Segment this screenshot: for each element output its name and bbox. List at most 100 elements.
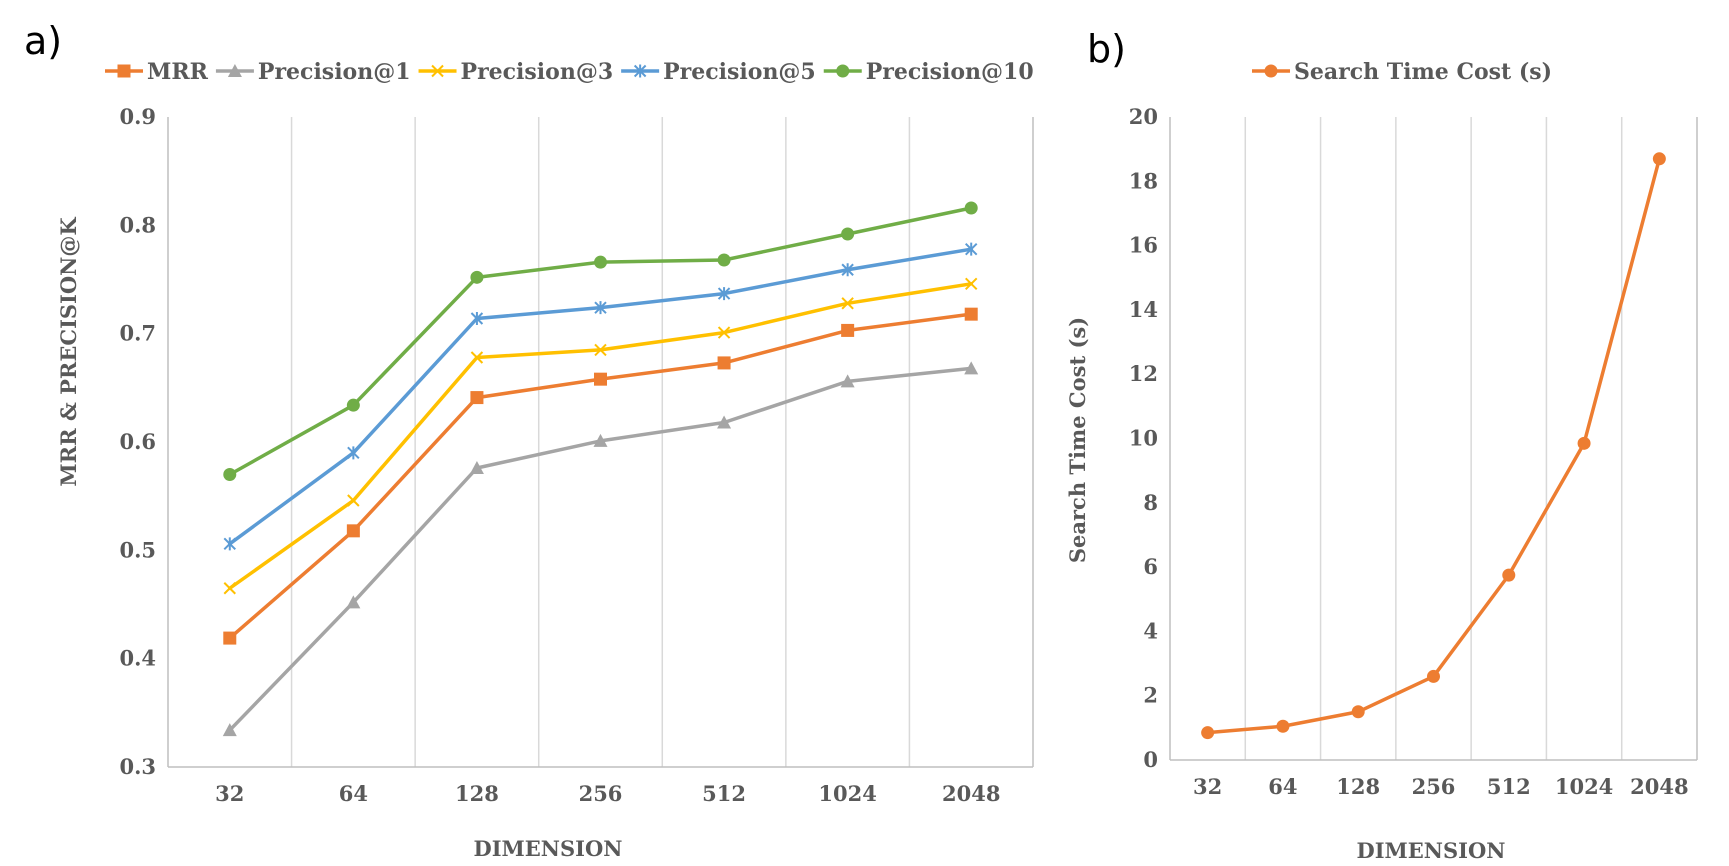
series-precision-3: [223, 277, 978, 595]
data-point-search-time-cost-s: [1427, 669, 1440, 683]
legend-swatch-marker: [227, 64, 242, 77]
data-point-search-time-cost-s: [1502, 568, 1516, 582]
series-layer-b: [1201, 152, 1666, 740]
axes-a: 0.3 0.4 0.5 0.6 0.7 0.8 0.9 32 64 128 256 512 1024 20…: [119, 104, 1034, 806]
data-point-precision-1: [840, 374, 855, 388]
data-point-precision-3: [347, 494, 360, 507]
y-axis-title-a: MRR & PRECISION@K: [56, 217, 81, 487]
data-point-search-time-cost-s: [1351, 705, 1365, 719]
data-point-mrr: [594, 372, 607, 386]
data-point-precision-5: [965, 242, 978, 256]
x-tick-label: 32: [1193, 774, 1222, 799]
y-tick-label: 0.6: [119, 429, 156, 454]
data-point-precision-5: [347, 446, 360, 460]
panel-label-a: a): [24, 19, 62, 63]
data-point-precision-3: [594, 343, 607, 357]
legend-label: Search Time Cost (s): [1294, 59, 1552, 85]
data-point-precision-1: [593, 433, 608, 447]
data-point-precision-1: [964, 361, 979, 375]
data-point-search-time-cost-s: [1577, 436, 1591, 450]
legend-item-search-time-cost-s: Search Time Cost (s): [1252, 59, 1552, 85]
chart-a: a) MRR Precision@1 Precision@3 Precision@5 P…: [24, 19, 1034, 861]
data-point-precision-5: [594, 301, 607, 315]
x-tick-label: 2048: [942, 781, 1000, 806]
y-tick-label: 4: [1143, 618, 1158, 643]
data-point-precision-1: [346, 595, 361, 609]
x-tick-label: 256: [1412, 774, 1456, 799]
data-point-mrr: [717, 356, 731, 370]
data-point-precision-3: [841, 297, 854, 310]
legend-label: Precision@10: [866, 59, 1034, 85]
x-tick-label: 1024: [1555, 774, 1613, 799]
data-point-precision-5: [717, 287, 731, 301]
series-line-mrr: [228, 312, 973, 640]
data-point-precision-5: [470, 312, 484, 325]
y-tick-label: 18: [1129, 168, 1158, 193]
data-point-precision-10: [964, 201, 978, 215]
y-tick-label: 14: [1129, 297, 1158, 322]
data-point-precision-1: [717, 415, 732, 429]
x-tick-label: 64: [339, 781, 368, 806]
legend-item-precision-3: Precision@3: [418, 59, 614, 85]
data-point-precision-1: [469, 461, 484, 474]
data-point-precision-3: [470, 351, 484, 364]
data-point-mrr: [346, 524, 360, 538]
panel-label-b: b): [1087, 27, 1126, 71]
legend-item-precision-5: Precision@5: [621, 59, 816, 85]
data-point-precision-3: [965, 277, 978, 291]
legend-swatch-marker: [836, 64, 850, 78]
series-mrr: [223, 307, 978, 645]
data-point-precision-10: [717, 253, 731, 267]
legend-label: Precision@1: [258, 59, 411, 85]
gridlines-a: [290, 117, 911, 767]
y-tick-label: 2: [1143, 683, 1158, 708]
data-point-mrr: [841, 323, 855, 337]
legend-swatch-marker: [431, 64, 444, 78]
y-tick-label: 6: [1143, 554, 1158, 579]
legend-item-precision-1: Precision@1: [215, 59, 411, 85]
y-tick-label: 20: [1129, 104, 1158, 129]
y-axis-title-b: Search Time Cost (s): [1065, 317, 1090, 563]
data-point-precision-10: [223, 468, 237, 481]
y-tick-label: 0.5: [119, 537, 156, 562]
data-point-search-time-cost-s: [1201, 726, 1215, 740]
legend-item-precision-10: Precision@10: [823, 59, 1034, 85]
data-point-mrr: [223, 631, 237, 645]
series-line-search-time-cost-s: [1205, 157, 1662, 735]
series-precision-5: [223, 242, 978, 551]
data-point-precision-3: [223, 582, 236, 595]
legend-a: MRR Precision@1 Precision@3 Precision@5 Prec…: [105, 59, 1034, 85]
x-tick-label: 128: [1336, 774, 1380, 799]
y-tick-label: 0.8: [119, 212, 156, 237]
x-tick-label: 64: [1268, 774, 1297, 799]
legend-label: Precision@5: [663, 59, 816, 85]
data-point-search-time-cost-s: [1652, 152, 1666, 166]
y-tick-label: 12: [1129, 361, 1158, 386]
legend-label: Precision@3: [461, 59, 614, 85]
x-tick-label: 128: [455, 781, 499, 806]
x-tick-label: 512: [702, 781, 746, 806]
series-line-precision-5: [228, 247, 973, 546]
y-tick-label: 0: [1143, 747, 1158, 772]
data-point-mrr: [964, 307, 978, 321]
y-tick-label: 0.9: [119, 104, 156, 129]
y-tick-label: 0.3: [119, 754, 156, 779]
y-tick-label: 0.7: [119, 321, 156, 346]
data-point-precision-10: [841, 227, 855, 241]
series-line-precision-1: [228, 366, 973, 732]
x-tick-label: 32: [215, 781, 244, 806]
series-precision-10: [223, 201, 978, 481]
legend-swatch-marker: [633, 64, 647, 78]
legend-item-mrr: MRR: [105, 59, 209, 85]
y-tick-label: 10: [1129, 426, 1158, 451]
y-tick-label: 8: [1143, 490, 1158, 515]
x-axis-title-b: DIMENSION: [1357, 838, 1506, 863]
data-point-precision-1: [222, 723, 237, 737]
data-point-search-time-cost-s: [1276, 719, 1290, 733]
x-axis-title-a: DIMENSION: [474, 836, 623, 861]
x-tick-label: 1024: [818, 781, 876, 806]
x-tick-label: 256: [579, 781, 623, 806]
data-point-precision-10: [594, 255, 607, 269]
axes-b: 0 2 4 6 8 10 12 14 16 18 20 32 64 128 256 512 1024 2048: [1129, 104, 1698, 799]
